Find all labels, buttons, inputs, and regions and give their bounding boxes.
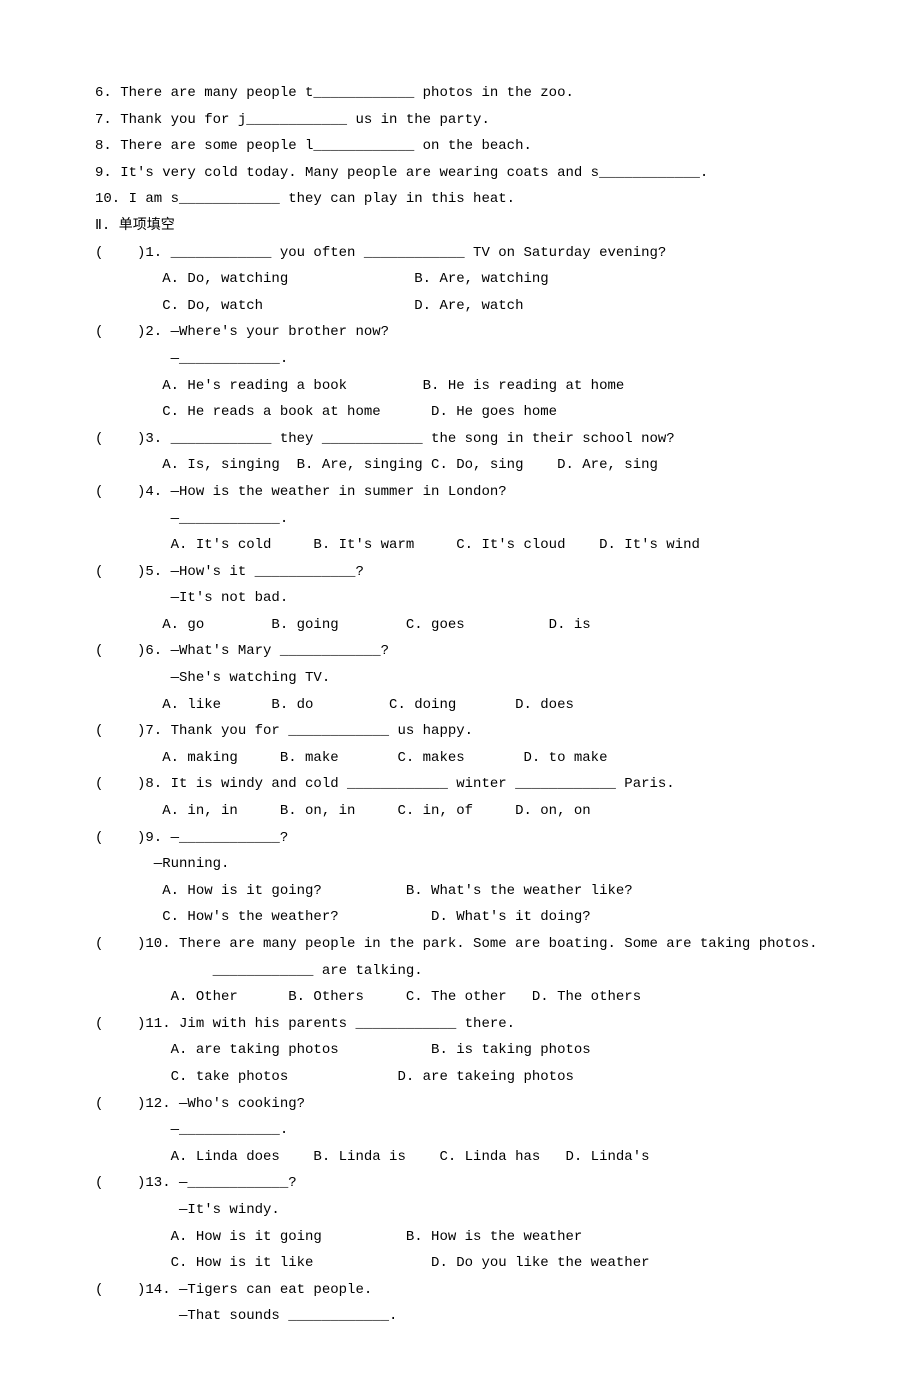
mc-4-question-line-2: —____________.	[95, 506, 825, 533]
mc-10-question-line-2: ____________ are talking.	[95, 958, 825, 985]
mc-1-options-row-2: C. Do, watch D. Are, watch	[95, 293, 825, 320]
fill-item-7: 7. Thank you for j____________ us in the…	[95, 107, 825, 134]
mc-4-question: ( )4. —How is the weather in summer in L…	[95, 479, 825, 506]
mc-11-options-row-1: A. are taking photos B. is taking photos	[95, 1037, 825, 1064]
mc-5-question: ( )5. —How's it ____________?	[95, 559, 825, 586]
mc-8-options-row-1: A. in, in B. on, in C. in, of D. on, on	[95, 798, 825, 825]
fill-item-6: 6. There are many people t____________ p…	[95, 80, 825, 107]
mc-7-options-row-1: A. making B. make C. makes D. to make	[95, 745, 825, 772]
mc-3-question: ( )3. ____________ they ____________ the…	[95, 426, 825, 453]
mc-14-question-line-2: —That sounds ____________.	[95, 1303, 825, 1330]
mc-13-question-line-2: —It's windy.	[95, 1197, 825, 1224]
mc-8-question: ( )8. It is windy and cold ____________ …	[95, 771, 825, 798]
worksheet-page: 6. There are many people t____________ p…	[0, 0, 920, 1390]
mc-6-question-line-2: —She's watching TV.	[95, 665, 825, 692]
mc-2-question-line-2: —____________.	[95, 346, 825, 373]
mc-2-options-row-1: A. He's reading a book B. He is reading …	[95, 373, 825, 400]
mc-9-question-line-2: —Running.	[95, 851, 825, 878]
section-2-title: Ⅱ. 单项填空	[95, 213, 825, 240]
mc-3-options-row-1: A. Is, singing B. Are, singing C. Do, si…	[95, 452, 825, 479]
mc-4-options-row-1: A. It's cold B. It's warm C. It's cloud …	[95, 532, 825, 559]
mc-11-options-row-2: C. take photos D. are takeing photos	[95, 1064, 825, 1091]
mc-5-question-line-2: —It's not bad.	[95, 585, 825, 612]
mc-12-question: ( )12. —Who's cooking?	[95, 1091, 825, 1118]
fill-item-8: 8. There are some people l____________ o…	[95, 133, 825, 160]
mc-9-options-row-2: C. How's the weather? D. What's it doing…	[95, 904, 825, 931]
fill-item-10: 10. I am s____________ they can play in …	[95, 186, 825, 213]
mc-2-question: ( )2. —Where's your brother now?	[95, 319, 825, 346]
fill-item-9: 9. It's very cold today. Many people are…	[95, 160, 825, 187]
mc-10-options-row-1: A. Other B. Others C. The other D. The o…	[95, 984, 825, 1011]
mc-9-question: ( )9. —____________?	[95, 825, 825, 852]
mc-14-question: ( )14. —Tigers can eat people.	[95, 1277, 825, 1304]
mc-6-question: ( )6. —What's Mary ____________?	[95, 638, 825, 665]
mc-5-options-row-1: A. go B. going C. goes D. is	[95, 612, 825, 639]
mc-2-options-row-2: C. He reads a book at home D. He goes ho…	[95, 399, 825, 426]
mc-10-question: ( )10. There are many people in the park…	[95, 931, 825, 958]
mc-7-question: ( )7. Thank you for ____________ us happ…	[95, 718, 825, 745]
mc-13-options-row-2: C. How is it like D. Do you like the wea…	[95, 1250, 825, 1277]
mc-1-options-row-1: A. Do, watching B. Are, watching	[95, 266, 825, 293]
mc-12-options-row-1: A. Linda does B. Linda is C. Linda has D…	[95, 1144, 825, 1171]
mc-12-question-line-2: —____________.	[95, 1117, 825, 1144]
mc-11-question: ( )11. Jim with his parents ____________…	[95, 1011, 825, 1038]
mc-6-options-row-1: A. like B. do C. doing D. does	[95, 692, 825, 719]
mc-1-question: ( )1. ____________ you often ___________…	[95, 240, 825, 267]
mc-13-options-row-1: A. How is it going B. How is the weather	[95, 1224, 825, 1251]
mc-13-question: ( )13. —____________?	[95, 1170, 825, 1197]
mc-9-options-row-1: A. How is it going? B. What's the weathe…	[95, 878, 825, 905]
